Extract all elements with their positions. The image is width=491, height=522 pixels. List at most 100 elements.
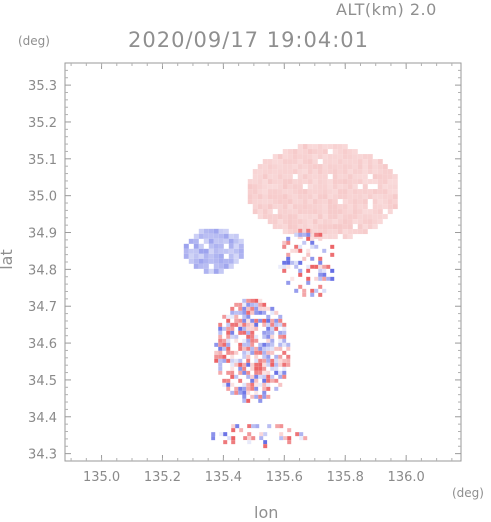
data-cell: [287, 169, 293, 175]
data-cell: [327, 184, 333, 190]
data-cell: [307, 189, 313, 195]
data-cell: [246, 338, 251, 343]
data-cell: [392, 174, 398, 180]
data-cell: [218, 268, 224, 274]
data-cell: [278, 346, 283, 351]
data-cell: [230, 382, 235, 387]
data-cell: [377, 209, 383, 215]
data-cell: [302, 169, 308, 175]
data-cell: [242, 342, 247, 347]
data-cell: [250, 338, 255, 343]
data-cell: [357, 169, 363, 175]
data-cell: [274, 310, 279, 315]
data-cell: [262, 346, 267, 351]
data-cell: [282, 169, 288, 175]
data-cell: [208, 243, 214, 249]
data-cell: [193, 253, 199, 259]
data-cell: [392, 199, 398, 205]
data-cell: [278, 334, 283, 339]
data-cell: [372, 224, 378, 230]
data-cell: [347, 219, 353, 225]
data-cell: [347, 224, 353, 230]
data-cell: [230, 330, 235, 335]
data-cell: [278, 370, 283, 375]
data-cell: [302, 224, 308, 230]
data-cell: [266, 326, 271, 331]
data-cell: [262, 350, 267, 355]
data-cell: [326, 280, 331, 285]
data-cell: [297, 144, 303, 150]
data-cell: [250, 318, 255, 323]
data-cell: [347, 154, 353, 160]
data-cell: [258, 306, 263, 311]
data-cell: [214, 354, 219, 359]
data-cell: [367, 209, 373, 215]
data-cell: [252, 179, 258, 185]
data-cell: [247, 440, 252, 445]
data-cell: [228, 238, 234, 244]
data-cell: [277, 219, 283, 225]
data-cell: [262, 174, 268, 180]
data-cell: [262, 322, 267, 327]
data-cell: [322, 288, 327, 293]
data-cell: [332, 174, 338, 180]
data-cell: [235, 424, 240, 429]
data-cell: [274, 362, 279, 367]
data-cell: [242, 314, 247, 319]
data-cell: [286, 260, 291, 265]
data-cell: [226, 310, 231, 315]
data-cell: [242, 390, 247, 395]
data-cell: [218, 366, 223, 371]
data-cell: [270, 334, 275, 339]
data-cell: [286, 264, 291, 269]
data-cell: [198, 253, 204, 259]
data-cell: [278, 338, 283, 343]
data-cell: [282, 199, 288, 205]
data-cell: [337, 214, 343, 220]
data-cell: [234, 346, 239, 351]
data-cell: [208, 228, 214, 234]
data-cell: [272, 184, 278, 190]
data-cell: [246, 314, 251, 319]
data-cell: [247, 194, 253, 200]
data-cell: [231, 424, 236, 429]
data-cell: [322, 144, 328, 150]
data-cell: [310, 236, 315, 241]
data-cell: [287, 224, 293, 230]
data-cell: [203, 263, 209, 269]
data-cell: [226, 330, 231, 335]
data-cell: [337, 169, 343, 175]
data-cell: [193, 258, 199, 264]
data-cell: [312, 179, 318, 185]
data-cell: [270, 362, 275, 367]
data-cell: [254, 374, 259, 379]
data-cell: [226, 386, 231, 391]
data-cell: [243, 440, 248, 445]
data-cell: [382, 179, 388, 185]
data-cell: [242, 310, 247, 315]
data-cell: [272, 164, 278, 170]
data-cell: [271, 436, 276, 441]
data-cell: [208, 258, 214, 264]
data-cell: [230, 366, 235, 371]
data-cell: [254, 366, 259, 371]
data-cell: [272, 194, 278, 200]
data-cell: [262, 382, 267, 387]
plot-frame: [64, 62, 462, 462]
data-cell: [327, 189, 333, 195]
data-cell: [246, 390, 251, 395]
data-cell: [292, 169, 298, 175]
data-cell: [230, 390, 235, 395]
data-cell: [267, 209, 273, 215]
data-cell: [322, 179, 328, 185]
data-cell: [352, 149, 358, 155]
data-cell: [266, 350, 271, 355]
data-cell: [257, 169, 263, 175]
data-cell: [322, 272, 327, 277]
data-cell: [282, 219, 288, 225]
data-cell: [222, 318, 227, 323]
data-cell: [262, 179, 268, 185]
data-cell: [292, 154, 298, 160]
data-cell: [306, 252, 311, 257]
data-cell: [258, 358, 263, 363]
